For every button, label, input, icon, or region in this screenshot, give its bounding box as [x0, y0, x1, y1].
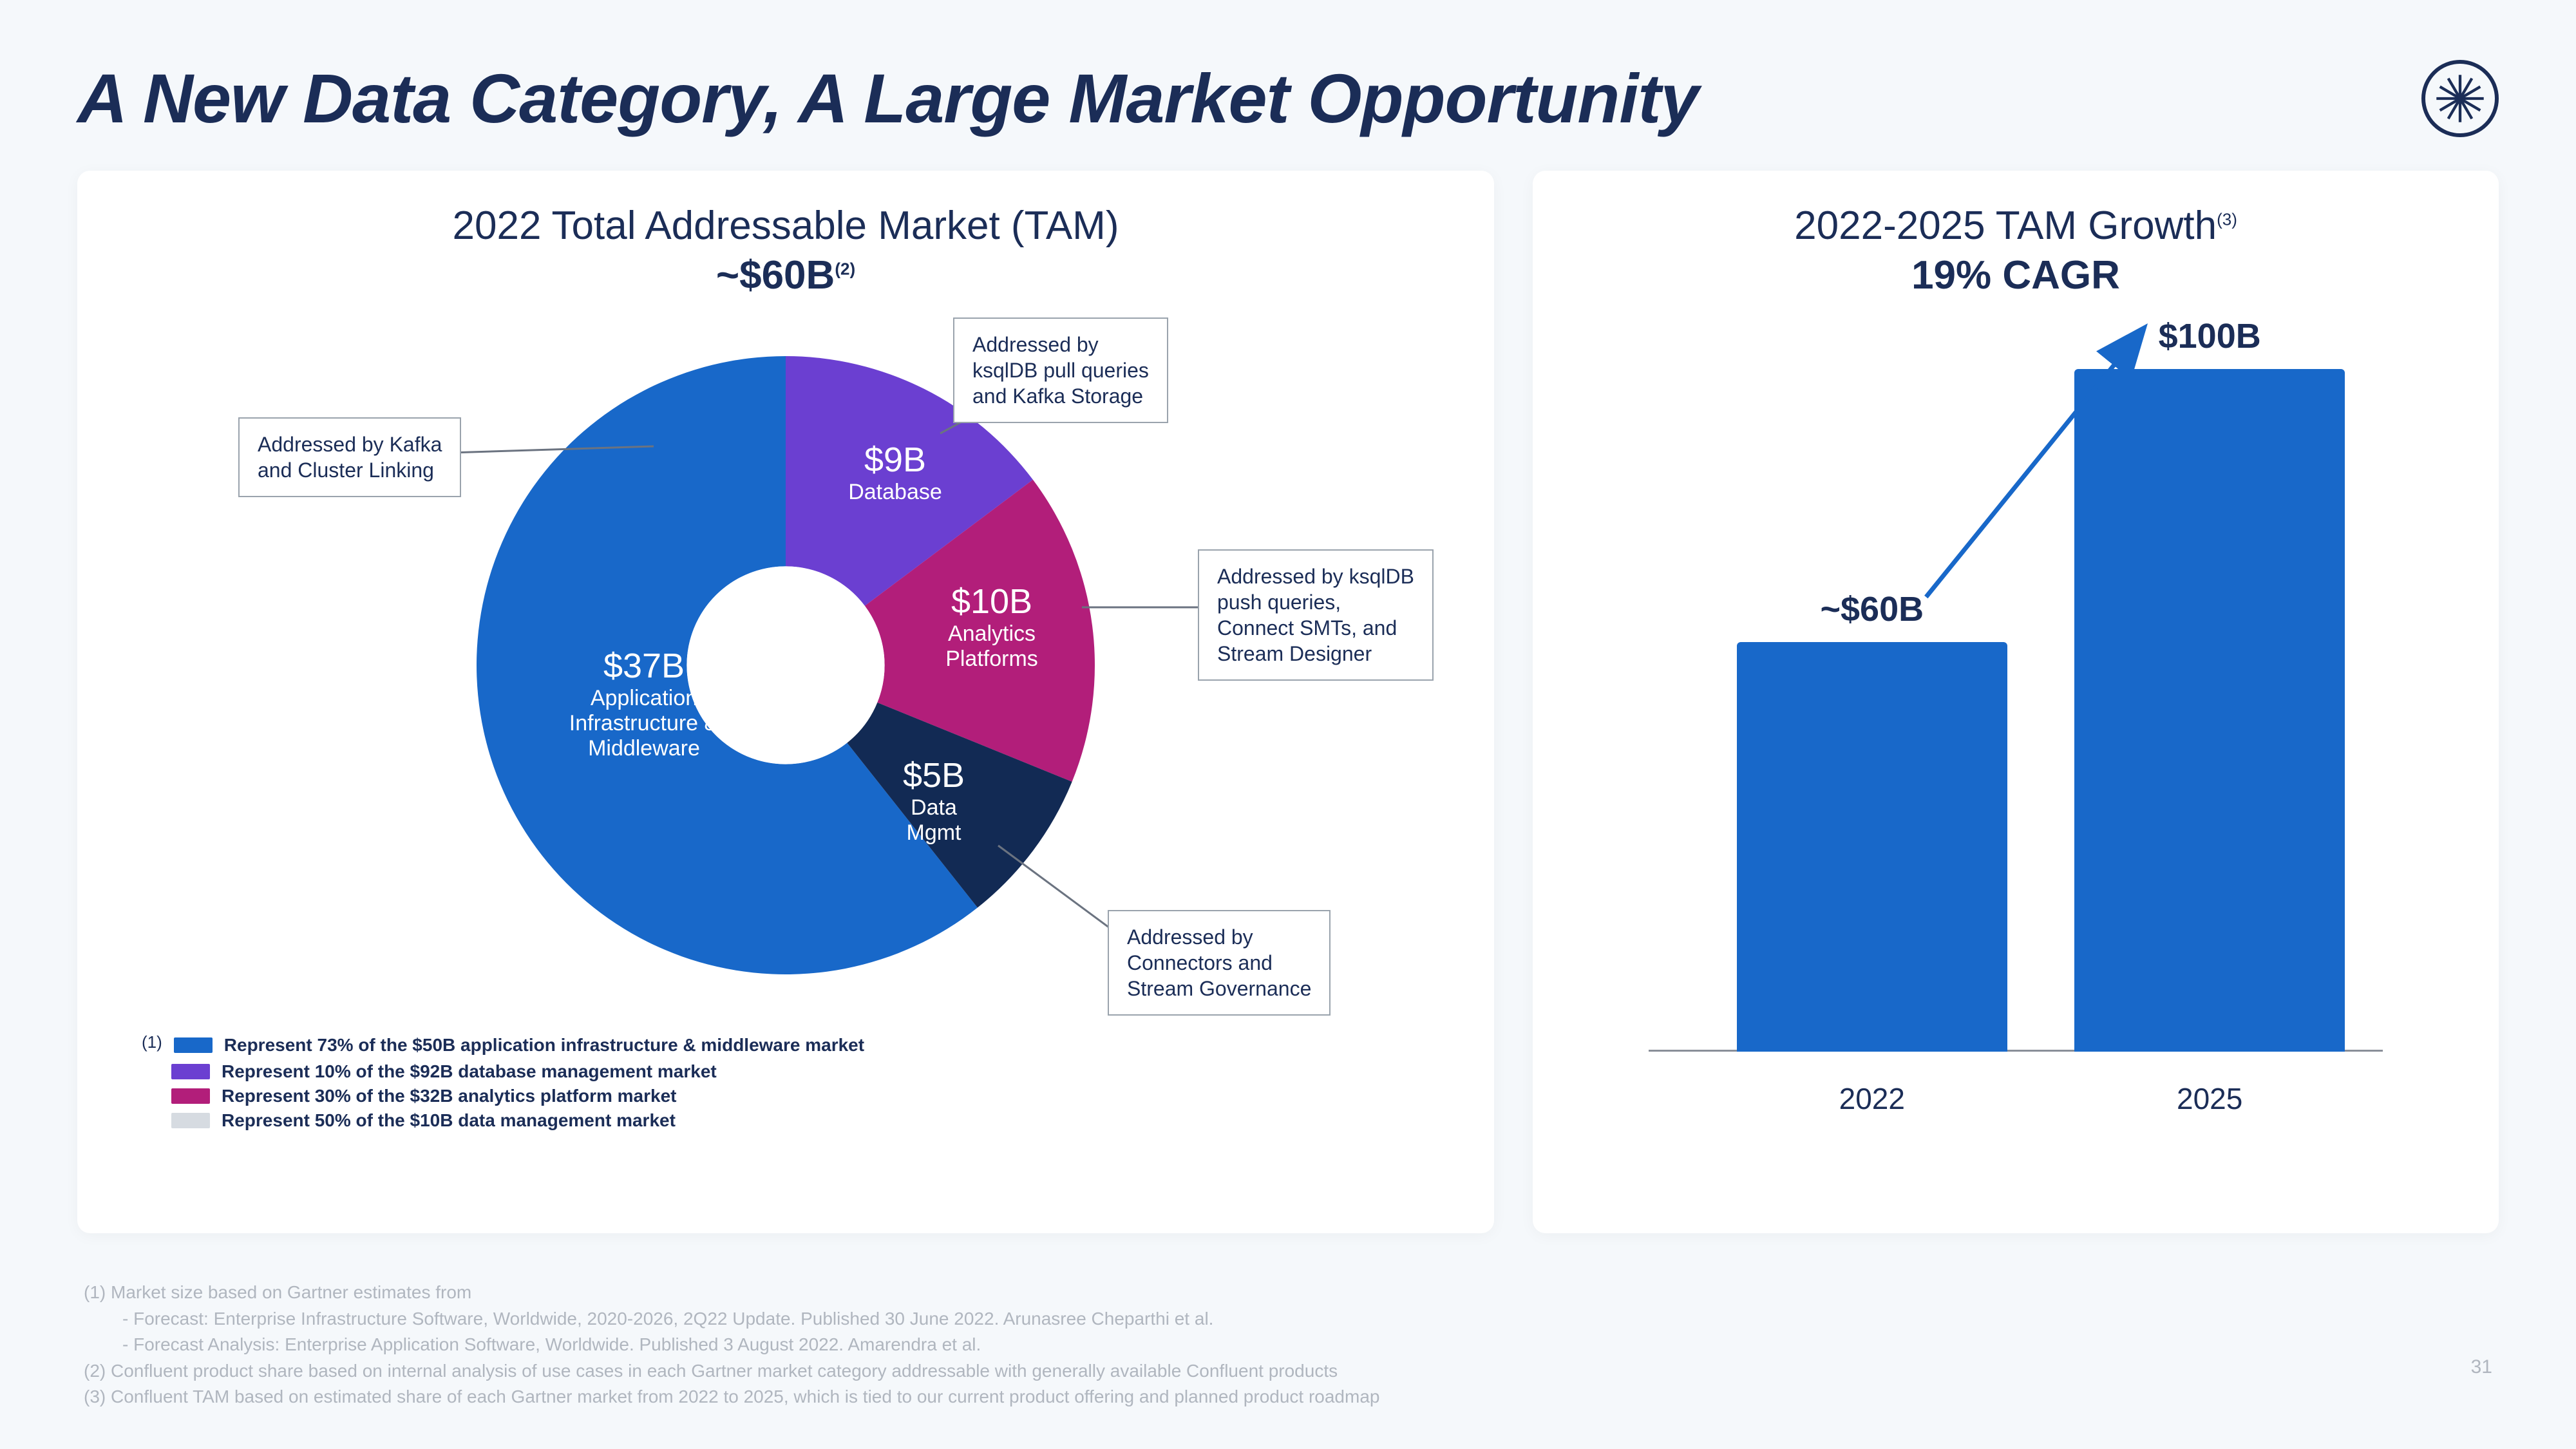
tam-title: 2022 Total Addressable Market (TAM): [116, 203, 1455, 249]
legend-text: Represent 73% of the $50B application in…: [224, 1035, 864, 1056]
callout-database: Addressed by ksqlDB pull queries and Kaf…: [953, 317, 1168, 423]
legend-row: Represent 30% of the $32B analytics plat…: [142, 1086, 1455, 1106]
legend-row: (1) Represent 73% of the $50B applicatio…: [142, 1032, 1455, 1057]
growth-arrow: [1571, 330, 2460, 1142]
donut-chart: Addressed by Kafka and Cluster Linking A…: [116, 305, 1455, 1026]
growth-title: 2022-2025 TAM Growth(3): [1571, 203, 2460, 249]
footnote-line: (1) Market size based on Gartner estimat…: [84, 1280, 2492, 1306]
slide: A New Data Category, A Large Market Oppo…: [0, 0, 2576, 1449]
footnotes: (1) Market size based on Gartner estimat…: [84, 1280, 2492, 1410]
slide-title: A New Data Category, A Large Market Oppo…: [77, 58, 1698, 138]
legend-sup: (1): [142, 1032, 162, 1052]
title-row: A New Data Category, A Large Market Oppo…: [77, 58, 2499, 138]
legend-text: Represent 50% of the $10B data managemen…: [222, 1110, 676, 1131]
callout-analytics: Addressed by ksqlDB push queries, Connec…: [1198, 549, 1434, 681]
page-number: 31: [2471, 1356, 2492, 1378]
swatch: [171, 1113, 210, 1128]
panel-growth: 2022-2025 TAM Growth(3) 19% CAGR ~$60B20…: [1533, 171, 2499, 1233]
tam-subtitle-sup: (2): [835, 259, 855, 278]
panels: 2022 Total Addressable Market (TAM) ~$60…: [77, 171, 2499, 1233]
slice-label-data-mgmt: $5B Data Mgmt: [869, 755, 998, 846]
swatch: [171, 1064, 210, 1079]
panel-tam: 2022 Total Addressable Market (TAM) ~$60…: [77, 171, 1494, 1233]
footnote-line: - Forecast Analysis: Enterprise Applicat…: [84, 1332, 2492, 1358]
growth-subtitle: 19% CAGR: [1571, 252, 2460, 298]
legend: (1) Represent 73% of the $50B applicatio…: [116, 1032, 1455, 1131]
swatch: [171, 1088, 210, 1104]
footnote-line: (2) Confluent product share based on int…: [84, 1358, 2492, 1385]
legend-text: Represent 30% of the $32B analytics plat…: [222, 1086, 676, 1106]
callout-app-infra: Addressed by Kafka and Cluster Linking: [238, 417, 461, 497]
callout-data-mgmt: Addressed by Connectors and Stream Gover…: [1108, 910, 1331, 1016]
slice-label-database: $9B Database: [818, 440, 972, 505]
logo-icon: [2421, 60, 2499, 137]
legend-row: Represent 10% of the $92B database manag…: [142, 1061, 1455, 1082]
legend-text: Represent 10% of the $92B database manag…: [222, 1061, 717, 1082]
slice-label-app-infra: $37B Application Infrastructure & Middle…: [528, 646, 760, 761]
tam-subtitle-value: ~$60B: [716, 253, 835, 298]
legend-row: Represent 50% of the $10B data managemen…: [142, 1110, 1455, 1131]
footnote-line: - Forecast: Enterprise Infrastructure So…: [84, 1306, 2492, 1332]
swatch: [174, 1037, 213, 1053]
tam-subtitle: ~$60B(2): [116, 252, 1455, 298]
slice-label-analytics: $10B Analytics Platforms: [908, 582, 1075, 672]
bar-chart: ~$60B2022$100B2025: [1571, 330, 2460, 1142]
footnote-line: (3) Confluent TAM based on estimated sha…: [84, 1384, 2492, 1410]
